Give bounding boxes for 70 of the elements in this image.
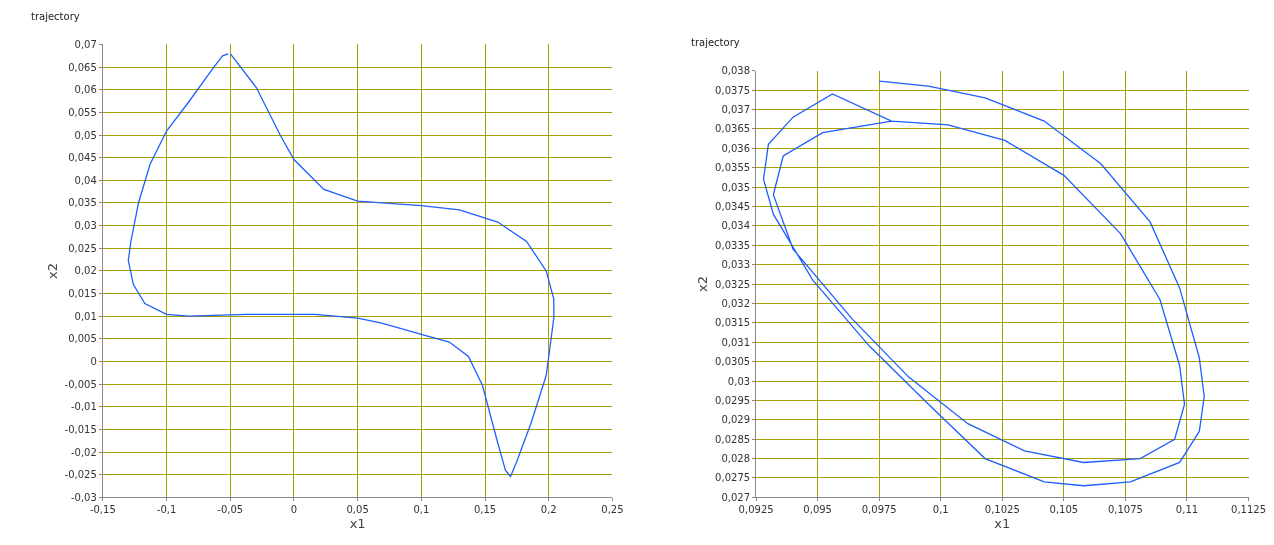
y-tick-label: 0,035 xyxy=(68,197,97,209)
line-series xyxy=(127,52,555,478)
y-tick-label: 0,03 xyxy=(727,375,751,387)
y-tick-label: 0,034 xyxy=(721,220,751,232)
y-tick-label: 0,028 xyxy=(721,453,751,465)
x-tick-label: -0,1 xyxy=(156,504,177,516)
y-tick-label: 0,0355 xyxy=(715,162,751,174)
y-tick-label: 0,055 xyxy=(68,106,97,118)
x-tick-label: 0,1 xyxy=(413,504,430,516)
y-tick-label: 0,03 xyxy=(74,220,97,232)
x-tick-label: 0,05 xyxy=(346,504,369,516)
y-tick-label: 0,0295 xyxy=(715,394,751,406)
y-tick-label: 0,037 xyxy=(721,103,751,115)
y-tick-label: 0,031 xyxy=(721,336,751,348)
y-tick-label: 0,0305 xyxy=(715,356,751,368)
x-tick-label: 0,095 xyxy=(803,504,832,516)
y-tick-label: 0,04 xyxy=(74,174,97,186)
x-tick-label: 0,1075 xyxy=(1107,504,1143,516)
y-tick-label: 0 xyxy=(90,356,97,368)
line-series xyxy=(762,80,1205,487)
y-tick-label: 0,0285 xyxy=(715,433,751,445)
y-tick-label: 0,0335 xyxy=(715,239,751,251)
y-tick-label: -0,025 xyxy=(64,469,97,481)
y-tick-label: 0,005 xyxy=(68,333,97,345)
y-tick-label: 0,015 xyxy=(68,288,97,300)
x-tick-label: 0,15 xyxy=(473,504,497,516)
y-tick-label: -0,015 xyxy=(64,423,97,435)
y-tick-label: 0,036 xyxy=(721,142,751,154)
x-tick-label: 0,1 xyxy=(932,504,949,516)
chart-title: trajectory xyxy=(691,37,740,48)
x-axis-title: x1 xyxy=(349,515,366,531)
x-tick-label: -0,15 xyxy=(89,504,116,516)
x-tick-label: 0,25 xyxy=(601,504,624,516)
y-tick-label: -0,02 xyxy=(70,446,97,458)
y-axis-title: x2 xyxy=(44,262,60,279)
y-tick-label: 0,0375 xyxy=(715,84,751,96)
y-tick-label: 0,0315 xyxy=(715,317,751,329)
y-tick-label: 0,027 xyxy=(721,491,751,503)
y-tick-label: 0,045 xyxy=(68,152,97,164)
y-axis-title: x2 xyxy=(695,276,711,292)
y-tick-label: 0,0275 xyxy=(715,472,751,484)
y-tick-label: 0,01 xyxy=(74,310,97,322)
y-tick-label: 0,02 xyxy=(74,265,97,277)
x-tick-label: 0,11 xyxy=(1175,504,1199,516)
x-tick-label: 0,105 xyxy=(1049,504,1079,516)
x-tick-label: 0 xyxy=(290,504,298,516)
y-tick-label: 0,0345 xyxy=(715,200,751,212)
y-tick-label: 0,032 xyxy=(721,297,751,309)
x-axis-title: x1 xyxy=(994,515,1011,531)
y-tick-label: 0,05 xyxy=(74,129,97,141)
y-tick-label: 0,06 xyxy=(74,84,97,96)
y-tick-label: 0,025 xyxy=(68,242,97,254)
x-tick-label: -0,05 xyxy=(217,504,244,516)
x-tick-label: 0,0975 xyxy=(861,504,897,516)
x-tick-label: 0,2 xyxy=(540,504,557,516)
y-tick-label: 0,029 xyxy=(721,414,751,426)
y-tick-label: 0,0365 xyxy=(715,123,751,135)
y-tick-label: -0,005 xyxy=(64,378,97,390)
y-tick-label: 0,07 xyxy=(74,38,97,50)
y-tick-label: -0,01 xyxy=(70,401,97,413)
x-tick-label: 0,1025 xyxy=(984,504,1020,516)
y-tick-label: 0,0325 xyxy=(715,278,751,290)
y-tick-label: -0,03 xyxy=(70,491,97,503)
y-tick-label: 0,033 xyxy=(721,259,751,271)
y-tick-label: 0,038 xyxy=(721,65,751,77)
y-tick-label: 0,065 xyxy=(68,61,97,73)
chart-title: trajectory xyxy=(31,11,80,22)
y-tick-label: 0,035 xyxy=(721,181,751,193)
x-tick-label: 0,1125 xyxy=(1231,504,1267,516)
x-tick-label: 0,0925 xyxy=(738,504,774,516)
